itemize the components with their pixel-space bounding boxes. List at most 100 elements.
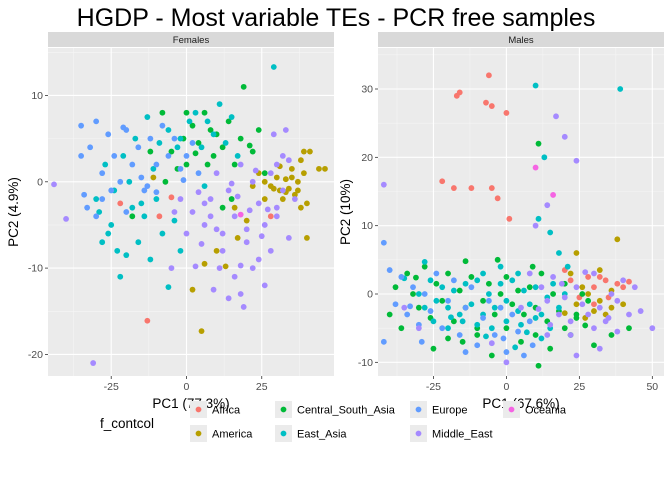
point-central-south-asia <box>228 196 235 202</box>
point-central-south-asia <box>219 204 226 211</box>
point-east-asia <box>532 315 539 321</box>
facet-strip-males <box>378 32 664 47</box>
point-east-asia <box>448 314 454 321</box>
y-tick-label: 20 <box>361 152 373 164</box>
point-america <box>300 170 307 177</box>
point-africa <box>567 277 574 284</box>
point-middle-east <box>573 157 580 164</box>
point-central-south-asia <box>240 83 247 90</box>
point-central-south-asia <box>462 258 469 265</box>
point-east-asia <box>234 152 241 159</box>
point-africa <box>488 185 495 191</box>
point-europe <box>380 338 387 345</box>
legend-label-america: America <box>212 429 253 441</box>
point-america <box>294 178 301 185</box>
point-east-asia <box>488 325 495 332</box>
point-europe <box>129 161 136 168</box>
y-axis-label-males: PC2 (10%) <box>338 179 353 245</box>
point-middle-east <box>561 294 568 301</box>
point-east-asia <box>93 196 100 202</box>
point-east-asia <box>177 247 184 254</box>
point-europe <box>153 189 160 196</box>
point-middle-east <box>591 325 597 332</box>
point-central-south-asia <box>404 270 411 277</box>
point-europe <box>433 270 440 277</box>
point-east-asia <box>474 277 481 284</box>
point-central-south-asia <box>421 263 428 270</box>
ticks-males: -25 0 25 50 -10 0 10 20 30 <box>358 84 659 394</box>
point-middle-east <box>550 274 557 280</box>
point-america <box>213 247 220 254</box>
point-europe <box>135 144 142 151</box>
point-central-south-asia <box>459 338 466 345</box>
point-middle-east <box>249 178 256 185</box>
point-europe <box>78 152 85 159</box>
point-europe <box>386 267 393 273</box>
point-east-asia <box>105 230 112 237</box>
point-middle-east <box>285 234 292 241</box>
point-america <box>614 236 621 243</box>
legend-symbol-east-asia <box>280 430 287 437</box>
point-america <box>198 328 205 335</box>
point-central-south-asia <box>480 297 486 304</box>
point-africa <box>483 99 489 106</box>
point-middle-east <box>561 133 568 140</box>
point-east-asia <box>117 273 124 280</box>
y-tick-label: -10 <box>28 263 43 275</box>
point-east-asia <box>550 280 557 287</box>
point-middle-east <box>195 189 202 196</box>
point-central-south-asia <box>445 335 451 342</box>
point-middle-east <box>567 332 574 338</box>
point-america <box>316 165 322 172</box>
point-central-south-asia <box>225 118 232 125</box>
point-europe <box>521 352 527 359</box>
point-middle-east <box>401 304 408 311</box>
point-middle-east <box>177 196 184 202</box>
point-east-asia <box>171 217 178 224</box>
facet-males: Males -25 0 25 50 -10 0 10 20 30 PC1 (67.6%) PC2… <box>338 32 664 411</box>
point-europe <box>503 349 510 355</box>
point-middle-east <box>538 284 545 291</box>
point-middle-east <box>556 311 562 318</box>
point-central-south-asia <box>503 274 510 280</box>
legend-symbol-middle-east <box>415 430 422 437</box>
point-europe <box>500 335 507 342</box>
point-central-south-asia <box>415 304 422 311</box>
point-middle-east <box>579 301 586 308</box>
point-central-south-asia <box>183 109 190 116</box>
points-females <box>51 64 328 366</box>
point-america <box>585 291 592 297</box>
y-axis-label-females: PC2 (4.9%) <box>6 177 21 247</box>
point-oceania <box>532 164 539 171</box>
point-east-asia <box>450 287 457 294</box>
point-middle-east <box>273 161 280 168</box>
point-middle-east <box>532 222 539 229</box>
point-east-asia <box>174 144 181 151</box>
point-africa <box>591 301 597 308</box>
point-europe <box>392 301 399 308</box>
point-east-asia <box>135 239 142 246</box>
point-middle-east <box>415 325 422 332</box>
point-europe <box>529 342 536 349</box>
point-east-asia <box>556 250 562 256</box>
point-east-asia <box>156 140 163 146</box>
point-central-south-asia <box>192 150 199 157</box>
point-central-south-asia <box>547 345 554 352</box>
legend-symbol-europe <box>415 406 422 413</box>
point-east-asia <box>159 230 166 237</box>
point-europe <box>427 308 434 314</box>
point-middle-east <box>291 196 298 202</box>
point-central-south-asia <box>398 325 405 332</box>
point-central-south-asia <box>450 318 457 325</box>
point-america <box>591 308 597 314</box>
x-tick-label: -25 <box>426 381 441 393</box>
point-east-asia <box>141 213 148 220</box>
point-east-asia <box>177 135 184 142</box>
point-middle-east <box>558 280 565 287</box>
point-middle-east <box>183 230 190 237</box>
point-east-asia <box>538 311 545 318</box>
point-central-south-asia <box>261 170 268 177</box>
point-america <box>282 176 289 183</box>
point-east-asia <box>126 178 133 185</box>
